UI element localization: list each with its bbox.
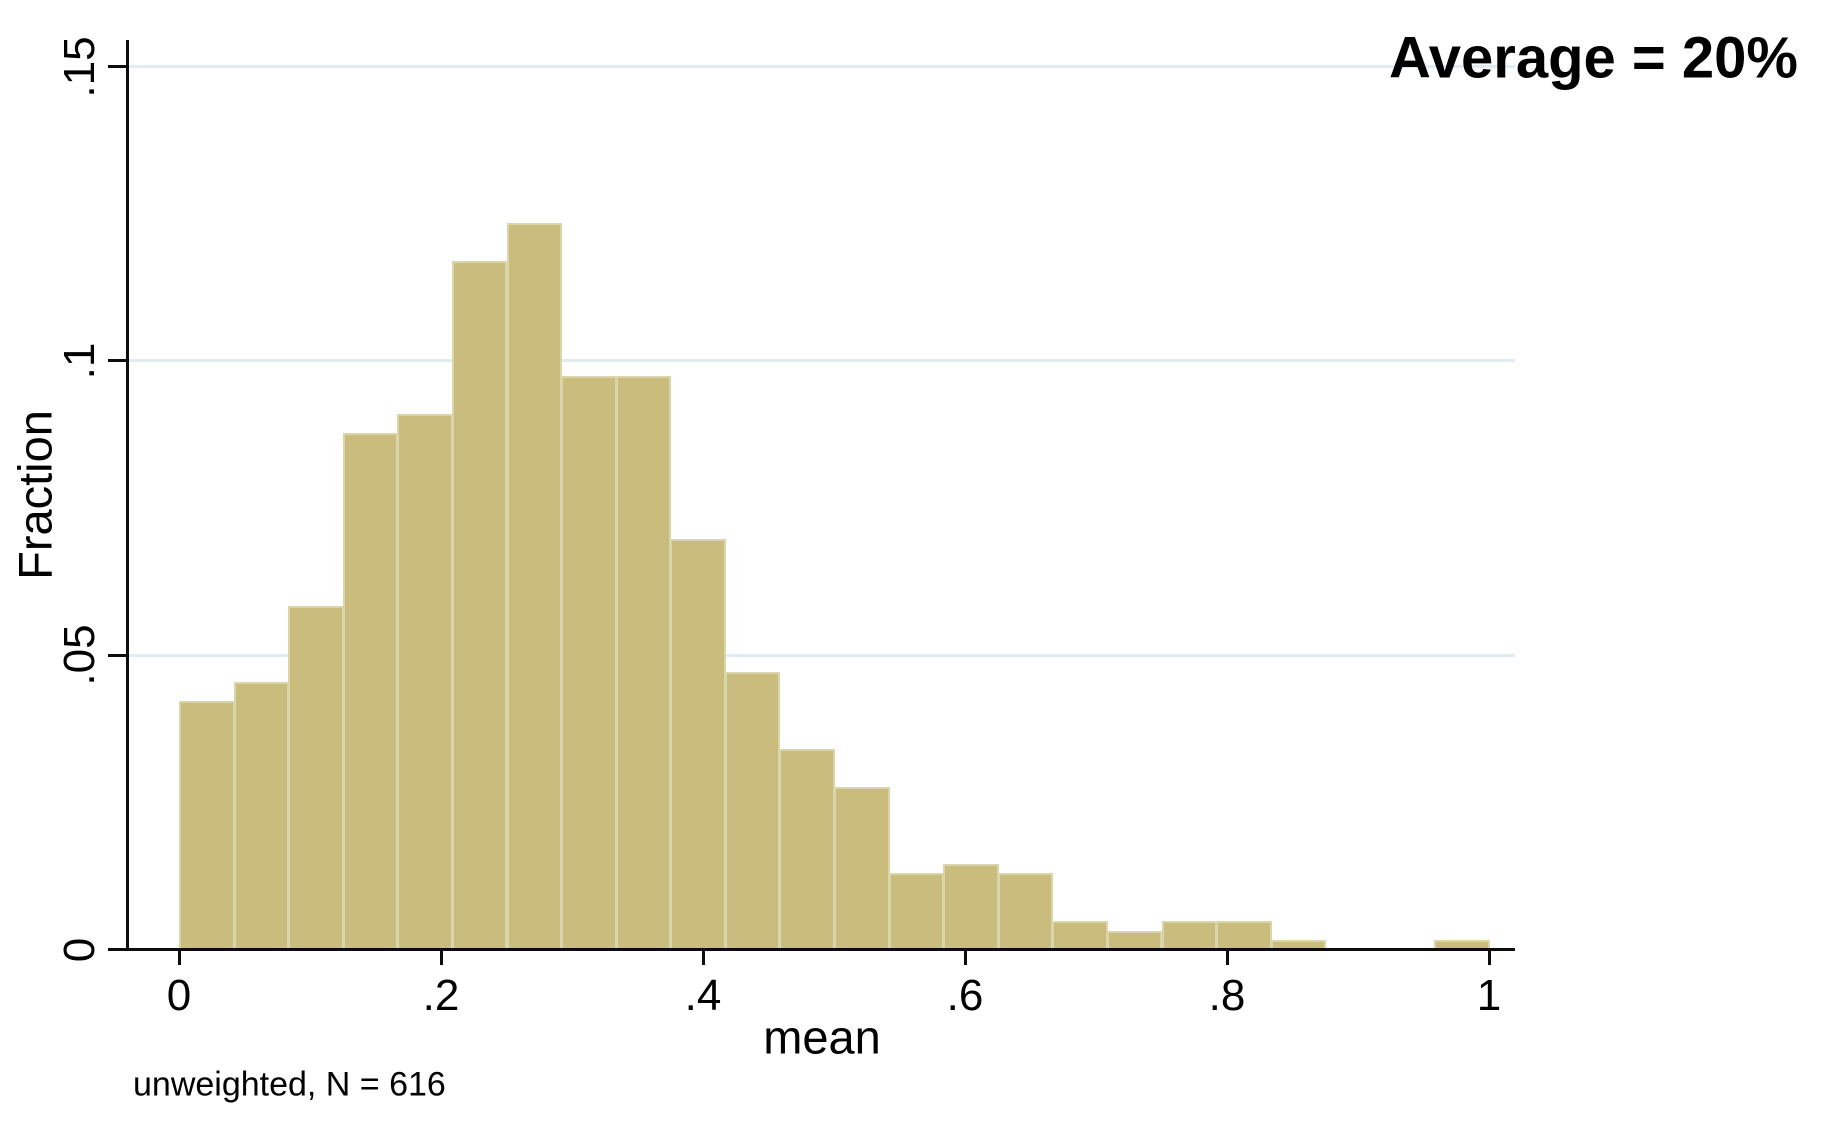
y-gridline (129, 65, 1515, 69)
histogram-bar (1161, 920, 1218, 950)
x-tick (1225, 950, 1229, 965)
chart-note: unweighted, N = 616 (133, 1065, 446, 1104)
y-axis-line (126, 40, 129, 951)
histogram-bar (1434, 940, 1490, 950)
y-tick-label: .05 (55, 624, 104, 686)
y-tick-label: 0 (55, 937, 104, 962)
histogram-bar (724, 672, 781, 950)
x-axis-line (126, 948, 1515, 951)
histogram-bar (943, 863, 999, 950)
histogram-bar (233, 681, 290, 950)
x-tick-label: .2 (422, 971, 460, 1020)
x-tick (439, 950, 443, 965)
y-tick-label: .15 (55, 36, 104, 98)
histogram-bar (179, 701, 235, 950)
x-tick-label: 0 (166, 971, 192, 1020)
histogram-bar (1270, 940, 1327, 950)
x-tick (701, 950, 705, 965)
x-tick-label: .8 (1208, 971, 1246, 1020)
histogram-bar (888, 872, 945, 950)
histogram-bar (997, 872, 1054, 950)
y-tick (108, 65, 129, 69)
x-axis-title: mean (763, 1010, 881, 1064)
histogram-bar (779, 748, 835, 950)
histogram-bar (1052, 920, 1108, 950)
y-axis-title: Fraction (8, 410, 62, 580)
x-tick-label: .6 (946, 971, 984, 1020)
y-tick (108, 359, 129, 363)
histogram-bar (451, 261, 508, 950)
histogram-bar (1106, 930, 1163, 950)
histogram-bar (670, 538, 726, 950)
y-tick (108, 948, 129, 951)
histogram-bar (1216, 920, 1272, 950)
x-tick (963, 950, 967, 965)
average-annotation: Average = 20% (1389, 25, 1798, 91)
histogram-bar (397, 414, 453, 950)
x-tick-label: 1 (1476, 971, 1502, 1020)
histogram-bar (342, 433, 399, 950)
x-tick-label: .4 (684, 971, 722, 1020)
x-tick (177, 950, 181, 965)
histogram-bar (615, 376, 672, 950)
y-gridline (129, 359, 1515, 363)
y-gridline (129, 653, 1515, 657)
y-tick-label: .1 (55, 342, 104, 380)
x-tick (1487, 950, 1491, 965)
histogram-bar (561, 376, 617, 950)
histogram-bar (834, 787, 890, 950)
y-tick (108, 653, 129, 657)
histogram-bar (506, 223, 563, 950)
histogram-bar (288, 605, 344, 950)
